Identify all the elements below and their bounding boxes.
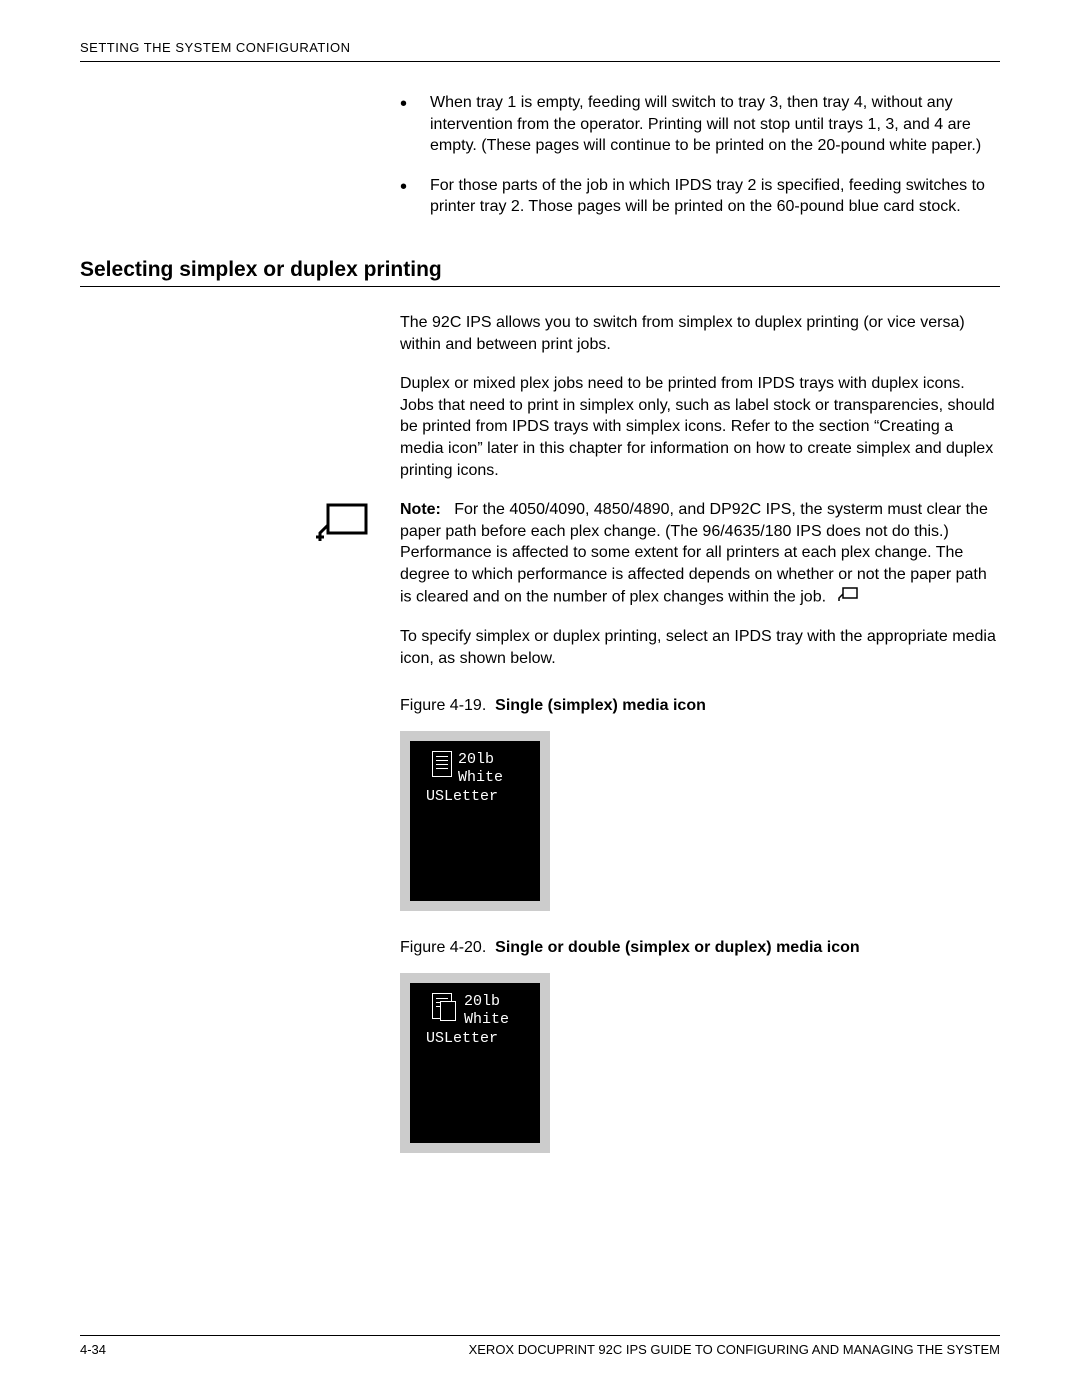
- simplex-media-icon: 20lb White USLetter: [400, 731, 550, 911]
- end-note-icon: [837, 586, 859, 609]
- footer-rule: [80, 1335, 1000, 1336]
- list-item: • For those parts of the job in which IP…: [400, 175, 1000, 218]
- figure-prefix: Figure 4-20.: [400, 939, 486, 956]
- note-body: For the 4050/4090, 4850/4890, and DP92C …: [400, 501, 988, 605]
- bullet-icon: •: [400, 175, 430, 218]
- intro-bullet-list: • When tray 1 is empty, feeding will swi…: [400, 92, 1000, 218]
- running-header: SETTING THE SYSTEM CONFIGURATION: [80, 40, 1000, 55]
- media-size: USLetter: [410, 1028, 540, 1047]
- duplex-media-icon: 20lb White USLetter: [400, 973, 550, 1153]
- section-heading: Selecting simplex or duplex printing: [80, 258, 1000, 282]
- bullet-text: For those parts of the job in which IPDS…: [430, 175, 1000, 218]
- list-item: • When tray 1 is empty, feeding will swi…: [400, 92, 1000, 157]
- note-pencil-icon: [314, 501, 370, 547]
- page-footer: 4-34 XEROX DOCUPRINT 92C IPS GUIDE TO CO…: [80, 1335, 1000, 1357]
- paragraph: The 92C IPS allows you to switch from si…: [400, 312, 1000, 355]
- media-weight: 20lb: [464, 993, 509, 1010]
- media-size: USLetter: [410, 786, 540, 805]
- figure-caption: Figure 4-19. Single (simplex) media icon: [400, 697, 1000, 715]
- figure-caption: Figure 4-20. Single or double (simplex o…: [400, 939, 1000, 957]
- footer-doc-title: XEROX DOCUPRINT 92C IPS GUIDE TO CONFIGU…: [469, 1342, 1000, 1357]
- media-color: White: [458, 769, 503, 786]
- note-label: Note:: [400, 501, 441, 518]
- bullet-text: When tray 1 is empty, feeding will switc…: [430, 92, 1000, 157]
- media-weight: 20lb: [458, 751, 503, 768]
- figure-title: Single (simplex) media icon: [495, 697, 706, 714]
- page-number: 4-34: [80, 1342, 106, 1357]
- note-block: Note: For the 4050/4090, 4850/4890, and …: [80, 499, 1000, 608]
- section-rule: [80, 286, 1000, 287]
- paragraph: To specify simplex or duplex printing, s…: [400, 626, 1000, 669]
- header-rule: [80, 61, 1000, 62]
- page-simplex-icon: [432, 751, 452, 777]
- page-duplex-front-icon: [440, 1001, 456, 1021]
- paragraph: Duplex or mixed plex jobs need to be pri…: [400, 373, 1000, 481]
- figure-prefix: Figure 4-19.: [400, 697, 486, 714]
- figure-title: Single or double (simplex or duplex) med…: [495, 939, 860, 956]
- bullet-icon: •: [400, 92, 430, 157]
- note-text: Note: For the 4050/4090, 4850/4890, and …: [400, 499, 1000, 608]
- media-color: White: [464, 1011, 509, 1028]
